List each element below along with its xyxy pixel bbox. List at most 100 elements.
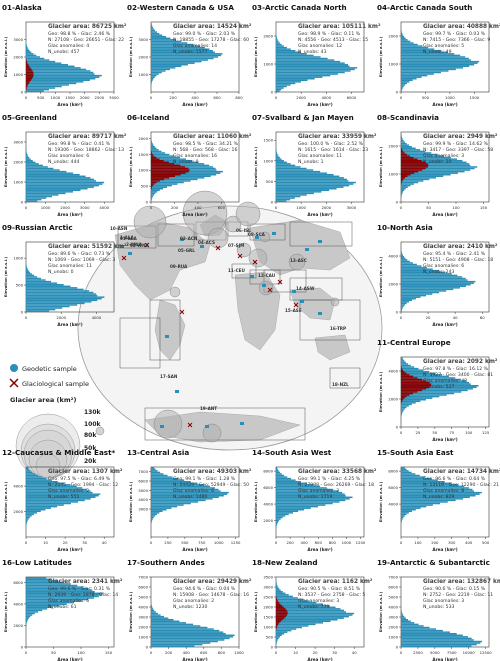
histogram-bar <box>401 374 443 376</box>
x-tick-label: 500 <box>482 540 490 545</box>
histogram-bar <box>151 502 191 505</box>
glaciological-bar <box>276 626 277 629</box>
histogram-bar <box>401 54 461 57</box>
histogram-bar <box>151 152 166 154</box>
glaciological-bar <box>276 605 283 607</box>
histogram-bar <box>401 499 456 502</box>
panel-11: 11-Central Europe Elevation (m a.s.l.) Are… <box>377 338 498 442</box>
x-axis-label: Area (km²) <box>307 102 332 107</box>
histogram-bar <box>26 505 58 508</box>
histogram-bar <box>276 87 284 89</box>
histogram-bar <box>401 505 427 508</box>
glaciological-bar <box>401 166 428 168</box>
sample-counts: N: 1069 - Geo: 1069 - Glac: 3 <box>48 257 115 263</box>
map-region-label: 2-WNA <box>126 242 143 247</box>
glaciological-marker <box>252 259 258 265</box>
glaciological-bar <box>26 73 34 75</box>
unobserved-count: N_unobs: 457 <box>48 49 80 55</box>
histogram-bar <box>401 496 470 499</box>
glaciological-bar <box>151 174 181 176</box>
histogram-bar <box>401 471 412 474</box>
glacier-area-circle <box>288 253 306 271</box>
glaciological-bar <box>276 612 288 615</box>
sample-counts: N: 4556 - Geo: 4513 - Glac: 15 <box>298 37 368 43</box>
x-tick-label: 0 <box>275 205 278 210</box>
y-tick-label: 0 <box>271 200 274 205</box>
histogram-bar <box>401 155 445 157</box>
histogram-bar <box>401 476 426 478</box>
glaciological-bar <box>276 606 284 609</box>
histogram-bar <box>401 385 479 387</box>
histogram-bar <box>276 64 348 66</box>
histogram-bar <box>151 40 182 43</box>
histogram-bar <box>151 78 154 80</box>
panel-05: 05-Greenland Elevation (m a.s.l.) Area (km… <box>2 113 127 217</box>
histogram-bar <box>401 372 436 375</box>
histogram-bar <box>276 56 321 58</box>
histogram-bar <box>276 200 287 202</box>
area-label: Glacier area: 40888 km² <box>423 23 500 30</box>
x-tick-label: 800 <box>218 650 226 655</box>
histogram-bar <box>276 54 314 57</box>
x-axis-label: Area (km²) <box>57 102 82 107</box>
area-legend-level: 80k <box>84 432 97 439</box>
histogram-bar <box>26 589 93 591</box>
histogram-bar <box>26 164 43 167</box>
histogram-bar <box>151 484 205 486</box>
histogram-bar <box>151 79 153 82</box>
panel-title: 12-Caucasus & Middle East* <box>2 448 116 457</box>
histogram-bar <box>401 519 403 522</box>
histogram-bar <box>401 364 411 367</box>
map-region-label: 18-NZL <box>332 382 349 387</box>
glaciological-marker <box>144 242 150 248</box>
y-axis-label: Elevation (m a.s.l.) <box>378 592 383 633</box>
y-axis-label: Elevation (m a.s.l.) <box>378 37 383 78</box>
histogram-bar <box>151 626 208 629</box>
histogram-bar <box>401 408 405 410</box>
histogram-bar <box>151 60 202 63</box>
histogram-bar <box>151 611 156 613</box>
x-tick-label: 3000 <box>109 95 119 100</box>
panel-title: 07-Svalbard & Jan Mayen <box>252 113 354 122</box>
histogram-bar <box>276 481 301 483</box>
sample-counts: N: 27988 - Geo: 26269 - Glac: 18 <box>298 482 374 488</box>
histogram-bar <box>151 620 180 623</box>
glaciological-bar <box>26 71 34 74</box>
histogram-bar <box>401 467 405 469</box>
y-tick-label: 0 <box>21 200 24 205</box>
y-tick-label: 1000 <box>138 72 148 77</box>
y-tick-label: 500 <box>266 635 274 640</box>
y-tick-label: 6000 <box>13 580 23 585</box>
glaciological-bar <box>401 386 430 389</box>
histogram-bar <box>401 191 404 193</box>
map-region-label: 04-ACS <box>198 240 215 245</box>
histogram-bar <box>401 288 454 291</box>
histogram-bar <box>401 139 404 142</box>
histogram-bar <box>151 178 198 181</box>
histogram-bar <box>26 523 27 525</box>
anomalies-count: Glac anomalies: 8 <box>423 488 464 494</box>
glaciological-bar <box>401 170 419 173</box>
land-mass <box>314 334 351 361</box>
x-tick-label: 2500 <box>94 95 104 100</box>
x-tick-label: 2000 <box>56 315 66 320</box>
histogram-bar <box>276 62 345 64</box>
y-tick-label: 0 <box>396 310 399 315</box>
histogram-bar <box>26 73 95 75</box>
histogram-bar <box>276 502 333 505</box>
y-tick-label: 0 <box>21 645 24 650</box>
unobserved-count: N_unobs: 20 <box>423 159 452 165</box>
glaciological-bar <box>151 155 155 157</box>
panel-18: 18-New Zealand Elevation (m a.s.l.) Area (… <box>252 558 373 661</box>
glaciological-bar <box>401 388 427 390</box>
histogram-bar <box>26 597 95 599</box>
x-tick-label: 600 <box>218 205 226 210</box>
histogram-bar <box>26 620 28 623</box>
map-region-label: 02-WNA <box>130 243 150 248</box>
histogram-bar <box>26 53 34 55</box>
histogram-bar <box>401 633 457 635</box>
anomalies-count: Glac anomalies: 6 <box>48 598 89 604</box>
histogram-bar <box>401 170 465 173</box>
histogram-bar <box>26 270 29 272</box>
histogram-bar <box>26 184 99 187</box>
